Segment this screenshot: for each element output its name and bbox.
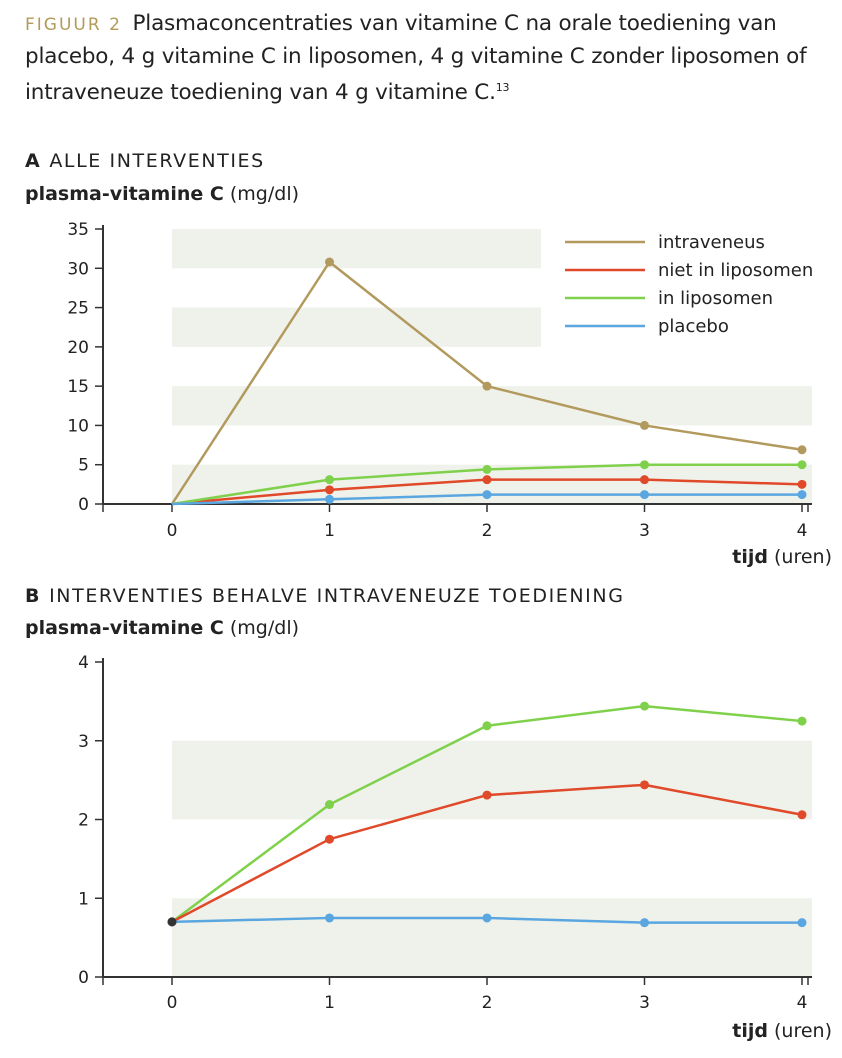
panel-b-xunit: (uren) bbox=[774, 1020, 832, 1042]
panel-a-point-intraveneus bbox=[640, 420, 649, 430]
panel-b-point-in-liposomen bbox=[325, 800, 334, 810]
panel-a-y-tick-label: 35 bbox=[67, 220, 89, 240]
panel-a-legend-label-niet-in-liposomen: niet in liposomen bbox=[658, 260, 813, 281]
panel-a-legend-label-in-liposomen: in liposomen bbox=[658, 288, 773, 309]
panel-a-point-niet-in-liposomen bbox=[797, 479, 807, 489]
panel-b-point-in-liposomen bbox=[482, 721, 492, 731]
panel-a-grid-band bbox=[172, 229, 541, 269]
panel-a-point-niet-in-liposomen bbox=[640, 475, 649, 485]
panel-b-point-niet-in-liposomen bbox=[640, 780, 649, 790]
panel-a-point-intraveneus bbox=[797, 445, 807, 455]
panel-b-x-tick-label: 3 bbox=[639, 993, 650, 1013]
panel-b-point-niet-in-liposomen bbox=[797, 810, 807, 820]
panel-b-x-tick-label: 4 bbox=[797, 993, 808, 1013]
figure-caption: FIGUUR 2 Plasmaconcentraties van vitamin… bbox=[25, 8, 825, 108]
panel-b-point-placebo bbox=[640, 918, 649, 928]
panel-a-point-placebo bbox=[325, 494, 334, 504]
panel-a-point-placebo bbox=[640, 490, 649, 500]
panel-a-legend-label-intraveneus: intraveneus bbox=[658, 232, 765, 253]
panel-a-point-placebo bbox=[482, 490, 492, 500]
panel-b-y-tick-label: 3 bbox=[78, 732, 89, 752]
panel-a-x-tick-label: 4 bbox=[797, 521, 808, 541]
panel-a-y-tick-label: 20 bbox=[67, 338, 89, 358]
panel-a-y-tick-label: 5 bbox=[78, 456, 89, 476]
panel-a-point-in-liposomen bbox=[797, 460, 807, 470]
panel-b-point-in-liposomen bbox=[640, 701, 649, 711]
panel-a-y-tick-label: 0 bbox=[78, 495, 89, 515]
caption-text: Plasmaconcentraties van vitamine C na or… bbox=[25, 11, 807, 106]
panel-b-point-in-liposomen bbox=[797, 716, 807, 726]
panel-b-y-tick-label: 4 bbox=[78, 653, 89, 673]
panel-a-xunit: (uren) bbox=[774, 546, 832, 568]
figure-label: FIGUUR 2 bbox=[25, 15, 122, 35]
panel-b-point-niet-in-liposomen bbox=[482, 790, 492, 800]
panel-a-yunit: (mg/dl) bbox=[229, 183, 300, 205]
panel-a-point-intraveneus bbox=[325, 257, 334, 267]
panel-a-grid-band bbox=[172, 386, 812, 426]
panel-a-letter: A bbox=[25, 150, 42, 172]
panel-a-ylabel-text: plasma-vitamine C bbox=[25, 183, 224, 205]
panel-a-title-text: ALLE INTERVENTIES bbox=[49, 150, 265, 172]
panel-a-ylabel: plasma-vitamine C (mg/dl) bbox=[25, 183, 299, 205]
panel-b-ylabel: plasma-vitamine C (mg/dl) bbox=[25, 617, 299, 639]
panel-b-y-tick-label: 0 bbox=[78, 968, 89, 988]
panel-a-x-tick-label: 0 bbox=[167, 521, 178, 541]
panel-b-y-tick-label: 2 bbox=[78, 811, 89, 831]
panel-a-point-in-liposomen bbox=[325, 475, 334, 485]
panel-a-xlabel-text: tijd bbox=[732, 546, 768, 568]
panel-a-y-tick-label: 15 bbox=[67, 377, 89, 397]
panel-a-point-intraveneus bbox=[482, 381, 492, 391]
panel-b-grid-band bbox=[172, 740, 812, 820]
panel-a-point-in-liposomen bbox=[482, 464, 492, 474]
panel-b-yunit: (mg/dl) bbox=[229, 617, 300, 639]
panel-a-x-tick-label: 3 bbox=[639, 521, 650, 541]
panel-b-point-placebo bbox=[797, 918, 807, 928]
panel-a-point-niet-in-liposomen bbox=[325, 485, 334, 495]
panel-b-point-placebo bbox=[482, 913, 492, 923]
panel-b-grid-band bbox=[172, 898, 812, 977]
panel-a-grid-band bbox=[172, 464, 812, 504]
panel-b-start-point bbox=[167, 917, 177, 927]
panel-a-title: A ALLE INTERVENTIES bbox=[25, 150, 265, 172]
panel-a-point-niet-in-liposomen bbox=[482, 475, 492, 485]
panel-a-xlabel: tijd (uren) bbox=[732, 546, 832, 568]
panel-b-x-tick-label: 0 bbox=[167, 993, 178, 1013]
caption-reference: 13 bbox=[495, 81, 510, 94]
panel-a-grid-band bbox=[172, 307, 541, 347]
panel-a-y-tick-label: 10 bbox=[67, 416, 89, 436]
panel-a-y-tick-label: 25 bbox=[67, 299, 89, 319]
panel-b-point-placebo bbox=[325, 913, 334, 923]
panel-b-point-niet-in-liposomen bbox=[325, 834, 334, 844]
panel-a-x-tick-label: 2 bbox=[482, 521, 493, 541]
panel-b-xlabel: tijd (uren) bbox=[732, 1020, 832, 1042]
panel-a-legend-label-placebo: placebo bbox=[658, 316, 729, 337]
panel-a-x-tick-label: 1 bbox=[324, 521, 335, 541]
panel-b-letter: B bbox=[25, 585, 42, 607]
panel-b-xlabel-text: tijd bbox=[732, 1020, 768, 1042]
panel-a-point-placebo bbox=[797, 490, 807, 500]
panel-b-x-tick-label: 1 bbox=[324, 993, 335, 1013]
panel-b-x-tick-label: 2 bbox=[482, 993, 493, 1013]
panel-b-title-text: INTERVENTIES BEHALVE INTRAVENEUZE TOEDIE… bbox=[49, 585, 625, 607]
panel-a-y-tick-label: 30 bbox=[67, 259, 89, 279]
panel-b-ylabel-text: plasma-vitamine C bbox=[25, 617, 224, 639]
panel-b-title: B INTERVENTIES BEHALVE INTRAVENEUZE TOEDI… bbox=[25, 585, 625, 607]
panel-b-y-tick-label: 1 bbox=[78, 889, 89, 909]
panel-a-point-in-liposomen bbox=[640, 460, 649, 470]
